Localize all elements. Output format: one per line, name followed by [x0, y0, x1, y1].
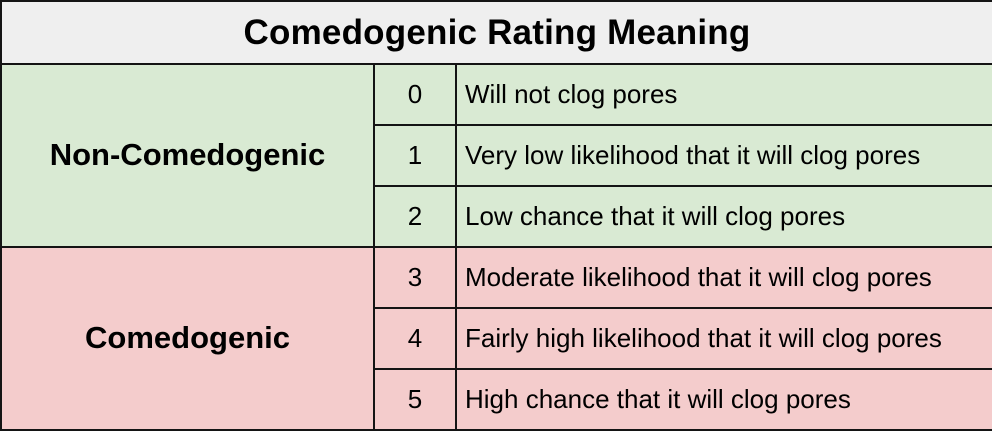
table-row: 5 High chance that it will clog pores: [1, 367, 992, 431]
table-row: Non-Comedogenic 0 Will not clog pores: [0, 63, 992, 248]
rating-description-3: Moderate likelihood that it will clog po…: [455, 245, 992, 309]
table-row: 2 Low chance that it will clog pores: [1, 184, 992, 248]
rating-description-4: Fairly high likelihood that it will clog…: [455, 306, 992, 370]
rating-value-4: 4: [373, 306, 457, 370]
rating-value-5: 5: [373, 367, 457, 431]
rating-value-2: 2: [373, 184, 457, 248]
rating-description-0: Will not clog pores: [455, 63, 992, 126]
title-row: Comedogenic Rating Meaning: [0, 0, 992, 66]
table-row: 4 Fairly high likelihood that it will cl…: [1, 306, 992, 370]
rating-description-5: High chance that it will clog pores: [455, 367, 992, 431]
rating-value-1: 1: [373, 124, 457, 187]
rating-value-0: 0: [373, 63, 457, 126]
rating-description-2: Low chance that it will clog pores: [455, 184, 992, 248]
rating-value-3: 3: [373, 245, 457, 309]
category-label-comedogenic: Comedogenic: [0, 245, 375, 431]
table-row: Comedogenic 3 Moderate likelihood that i…: [0, 245, 992, 431]
rating-description-1: Very low likelihood that it will clog po…: [455, 124, 992, 187]
category-label-non-comedogenic: Non-Comedogenic: [0, 63, 375, 248]
table-title: Comedogenic Rating Meaning: [0, 0, 992, 66]
